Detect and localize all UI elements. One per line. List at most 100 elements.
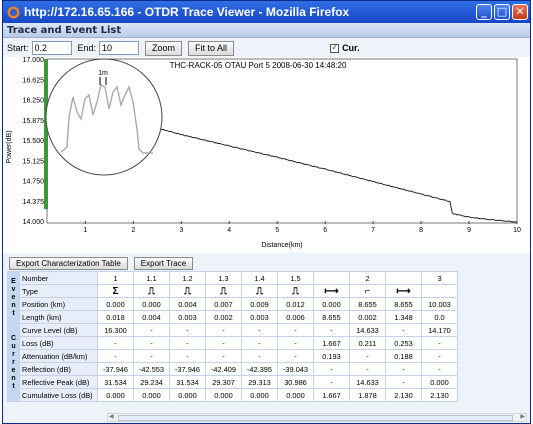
table-cell[interactable]: ⎍ <box>169 284 206 298</box>
table-cell[interactable]: - <box>169 336 206 350</box>
table-cell[interactable]: - <box>349 349 386 363</box>
table-cell[interactable]: 14.170 <box>421 323 458 337</box>
table-cell[interactable] <box>421 284 458 298</box>
table-cell[interactable]: - <box>277 323 314 337</box>
table-cell[interactable]: 1.2 <box>169 271 206 285</box>
table-cell[interactable]: 30.986 <box>277 375 314 389</box>
table-cell[interactable]: 0.000 <box>133 388 170 402</box>
table-cell[interactable]: 0.009 <box>241 297 278 311</box>
table-cell[interactable]: - <box>385 362 422 376</box>
table-cell[interactable]: ⌐ <box>349 284 386 298</box>
horizontal-scrollbar[interactable]: ◀ ▶ <box>107 413 527 422</box>
scrollbar-thumb[interactable] <box>118 415 513 421</box>
table-cell[interactable]: - <box>421 349 458 363</box>
table-cell[interactable]: 31.534 <box>169 375 206 389</box>
table-cell[interactable]: - <box>97 336 134 350</box>
table-cell[interactable]: ⟼ <box>313 284 350 298</box>
title-bar[interactable]: http://172.16.65.166 - OTDR Trace Viewer… <box>3 1 530 23</box>
end-input[interactable] <box>99 41 140 55</box>
table-cell[interactable]: 0.000 <box>421 375 458 389</box>
table-cell[interactable]: 3 <box>421 271 458 285</box>
table-cell[interactable]: 0.002 <box>205 310 242 324</box>
table-cell[interactable]: - <box>169 349 206 363</box>
table-cell[interactable]: 0.018 <box>97 310 134 324</box>
table-cell[interactable]: 0.253 <box>385 336 422 350</box>
table-cell[interactable]: - <box>169 323 206 337</box>
table-cell[interactable]: - <box>241 349 278 363</box>
table-cell[interactable]: 0.000 <box>205 388 242 402</box>
table-cell[interactable]: - <box>205 336 242 350</box>
table-cell[interactable]: - <box>97 349 134 363</box>
table-cell[interactable]: -39.043 <box>277 362 314 376</box>
table-cell[interactable]: -37.946 <box>97 362 134 376</box>
table-cell[interactable]: 1.5 <box>277 271 314 285</box>
table-cell[interactable]: ⎍ <box>277 284 314 298</box>
table-cell[interactable]: - <box>421 362 458 376</box>
table-cell[interactable] <box>385 271 422 285</box>
table-cell[interactable]: 0.003 <box>241 310 278 324</box>
table-cell[interactable]: - <box>385 323 422 337</box>
table-cell[interactable]: - <box>385 375 422 389</box>
table-cell[interactable] <box>313 271 350 285</box>
table-cell[interactable]: - <box>277 349 314 363</box>
table-cell[interactable]: -37.946 <box>169 362 206 376</box>
table-cell[interactable]: 0.000 <box>241 388 278 402</box>
scroll-right-icon[interactable]: ▶ <box>520 413 525 420</box>
otdr-chart[interactable]: THC-RACK-05 OTAU Port 5 2008-06-30 14:48… <box>3 57 530 253</box>
table-cell[interactable]: 14.633 <box>349 375 386 389</box>
table-cell[interactable]: 0.0 <box>421 310 458 324</box>
table-cell[interactable]: 0.188 <box>385 349 422 363</box>
table-cell[interactable]: 1.667 <box>313 388 350 402</box>
table-cell[interactable]: Σ <box>97 284 134 298</box>
table-cell[interactable]: - <box>313 375 350 389</box>
table-cell[interactable]: 0.000 <box>169 388 206 402</box>
table-cell[interactable]: 29.307 <box>205 375 242 389</box>
table-cell[interactable]: 0.000 <box>97 297 134 311</box>
table-cell[interactable]: 0.193 <box>313 349 350 363</box>
table-cell[interactable]: 0.007 <box>205 297 242 311</box>
table-cell[interactable]: 0.004 <box>133 310 170 324</box>
table-cell[interactable]: 1.667 <box>313 336 350 350</box>
table-cell[interactable]: 0.211 <box>349 336 386 350</box>
table-cell[interactable]: 8.655 <box>313 310 350 324</box>
table-cell[interactable]: 1.1 <box>133 271 170 285</box>
table-cell[interactable]: - <box>277 336 314 350</box>
table-cell[interactable]: - <box>241 336 278 350</box>
table-cell[interactable]: ⟼ <box>385 284 422 298</box>
table-cell[interactable]: 0.006 <box>277 310 314 324</box>
table-cell[interactable]: 10.003 <box>421 297 458 311</box>
maximize-button[interactable]: □ <box>494 4 510 20</box>
start-input[interactable] <box>31 41 72 55</box>
table-cell[interactable]: ⎍ <box>133 284 170 298</box>
table-cell[interactable]: 0.000 <box>277 388 314 402</box>
table-cell[interactable]: 1.3 <box>205 271 242 285</box>
table-cell[interactable]: 0.012 <box>277 297 314 311</box>
table-cell[interactable]: 2 <box>349 271 386 285</box>
scroll-left-icon[interactable]: ◀ <box>109 413 114 420</box>
table-cell[interactable]: 14.633 <box>349 323 386 337</box>
table-cell[interactable]: - <box>133 323 170 337</box>
table-cell[interactable]: 1.878 <box>349 388 386 402</box>
table-cell[interactable]: - <box>133 336 170 350</box>
table-cell[interactable]: 1.348 <box>385 310 422 324</box>
table-cell[interactable]: 0.003 <box>169 310 206 324</box>
table-cell[interactable]: 0.004 <box>169 297 206 311</box>
table-cell[interactable]: ⎍ <box>241 284 278 298</box>
table-cell[interactable]: - <box>349 362 386 376</box>
table-cell[interactable]: - <box>313 323 350 337</box>
table-cell[interactable]: -42.553 <box>133 362 170 376</box>
table-cell[interactable]: 0.000 <box>133 297 170 311</box>
table-cell[interactable]: 2.130 <box>421 388 458 402</box>
table-cell[interactable]: 0.000 <box>313 297 350 311</box>
table-cell[interactable]: 29.234 <box>133 375 170 389</box>
close-button[interactable]: ✕ <box>512 4 528 20</box>
table-cell[interactable]: 1 <box>97 271 134 285</box>
cursor-checkbox[interactable] <box>330 42 340 53</box>
table-cell[interactable]: -42.395 <box>241 362 278 376</box>
table-cell[interactable]: 16.300 <box>97 323 134 337</box>
table-cell[interactable]: -42.409 <box>205 362 242 376</box>
table-cell[interactable]: 1.4 <box>241 271 278 285</box>
export-table-button[interactable]: Export Characterization Table <box>9 257 128 270</box>
table-cell[interactable]: 0.002 <box>349 310 386 324</box>
table-cell[interactable]: 2.130 <box>385 388 422 402</box>
